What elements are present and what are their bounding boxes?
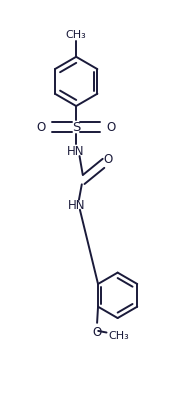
Text: CH₃: CH₃ [108, 331, 129, 341]
Text: O: O [104, 153, 113, 166]
Text: HN: HN [66, 145, 84, 158]
Text: S: S [72, 121, 80, 134]
Text: O: O [107, 121, 116, 134]
Text: HN: HN [67, 199, 85, 212]
Text: CH₃: CH₃ [66, 30, 86, 40]
Text: O: O [93, 326, 102, 339]
Text: O: O [36, 121, 46, 134]
